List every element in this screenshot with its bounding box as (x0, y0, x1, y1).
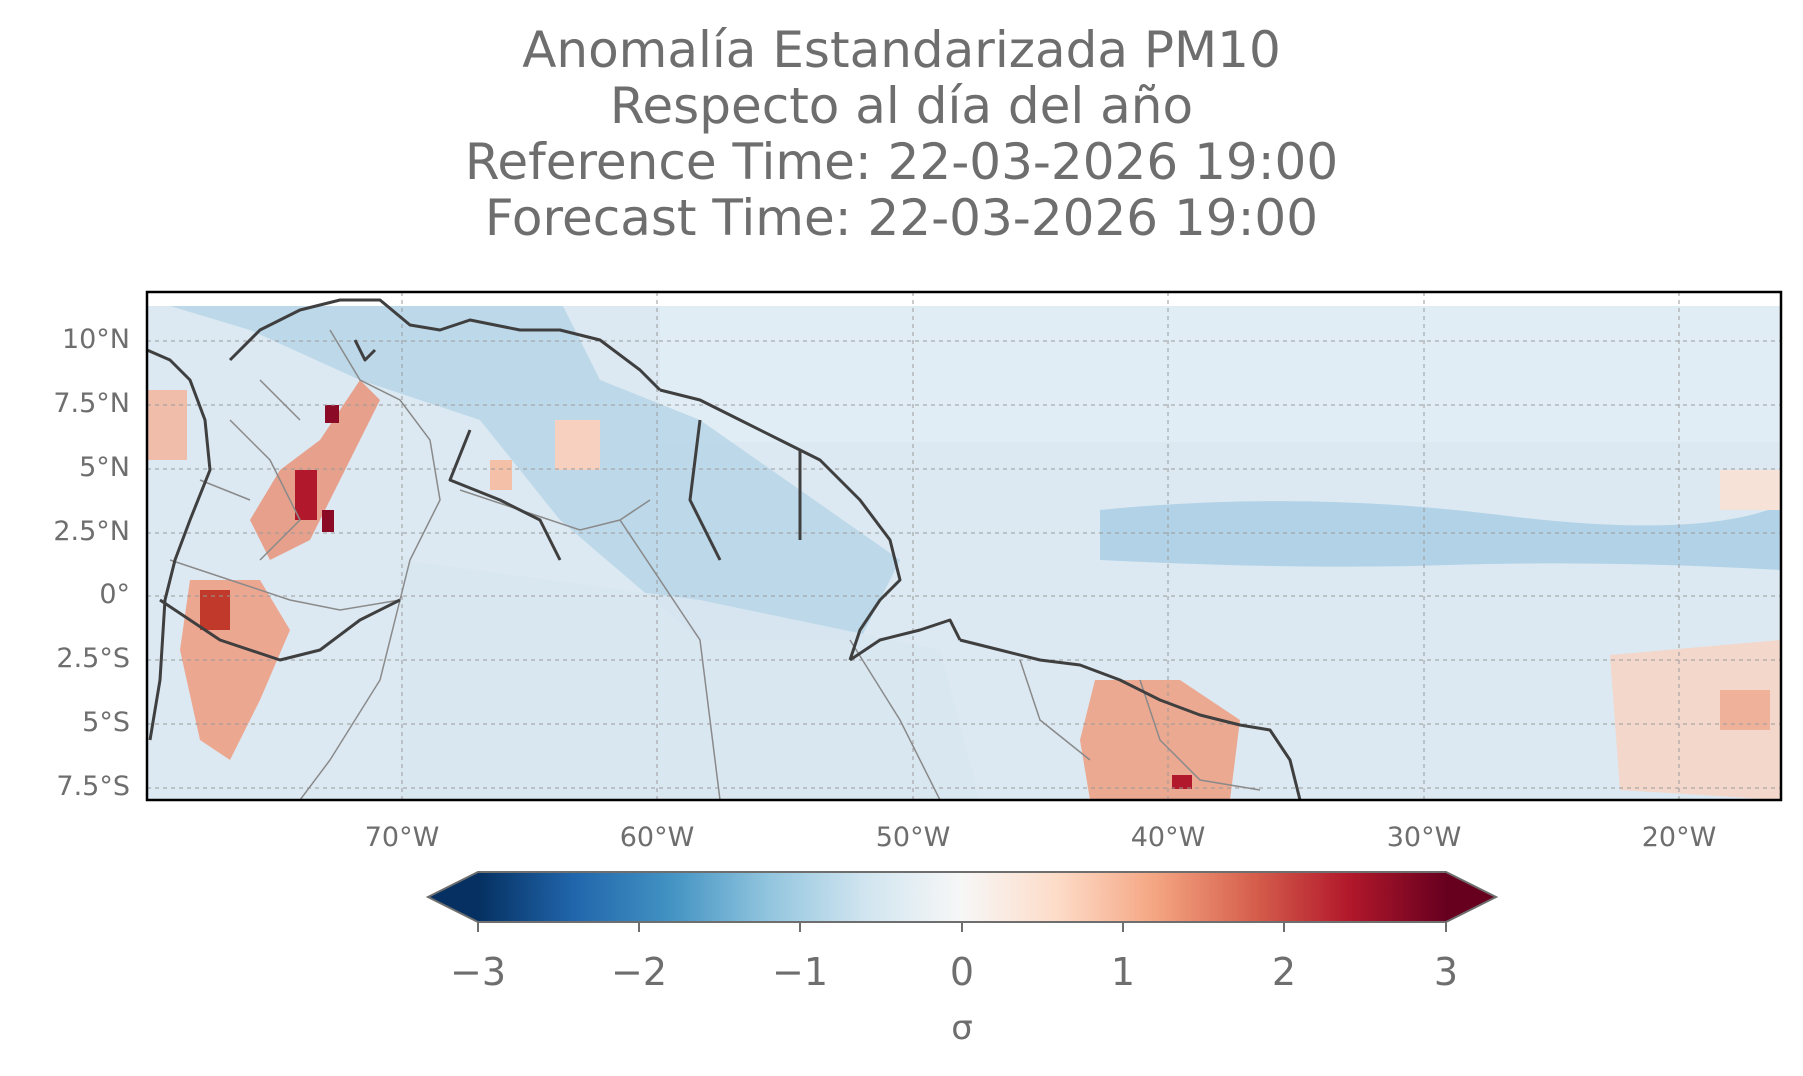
field-north-atlantic (660, 292, 1781, 442)
lon-tick-label: 50°W (875, 822, 951, 853)
border-colombia-departments (199, 379, 301, 561)
colorbar-tick-label: 2 (1271, 950, 1297, 994)
lon-tick-label: 60°W (619, 822, 695, 853)
colorbar-tick-label: 0 (949, 950, 975, 994)
country-borders (169, 329, 1261, 800)
lat-tick-label: 2.5°S (56, 643, 130, 674)
border-brazil-states-4 (1139, 679, 1261, 791)
gridlines (147, 292, 1781, 800)
field-east-atlantic-pink-2 (1720, 690, 1770, 730)
coast-guianas (659, 388, 902, 661)
colorbar-body (478, 872, 1446, 922)
colorbar-extend-high (1446, 872, 1496, 922)
coast-central-america (147, 348, 212, 741)
field-amazon (400, 560, 980, 800)
border-peru-ecuador-interior (159, 598, 401, 662)
lat-tick-label: 5°N (79, 452, 130, 483)
colorbar-tick-label: 1 (1110, 950, 1136, 994)
border-venezuela-brazil (459, 489, 651, 531)
title-line-2: Respecto al día del año (609, 77, 1194, 135)
colorbar-extend-low (428, 872, 478, 922)
field-no-data-strip (147, 292, 1781, 306)
coast-caribbean (228, 298, 662, 392)
border-brazil-states-2 (849, 639, 941, 800)
field-colombia-peak-2 (325, 405, 339, 423)
lat-tick-label: 10°N (61, 324, 130, 355)
colorbar (425, 871, 1499, 932)
border-brazil-states-1 (619, 519, 721, 800)
title-line-4: Forecast Time: 22-03-2026 19:00 (484, 189, 1319, 247)
coast-north-brazil (959, 638, 1302, 800)
border-guyana-suriname (688, 419, 722, 561)
border-lake-maracaibo (353, 339, 377, 362)
coast-amazon-mouth (849, 618, 962, 662)
border-colombia-ecuador-peru (169, 559, 401, 611)
field-east-atlantic-pink-3 (1720, 470, 1781, 510)
lon-tick-label: 40°W (1130, 822, 1206, 853)
field-venezuela-patch-1 (490, 460, 512, 490)
anomaly-field (147, 292, 1781, 800)
lat-tick-label: 2.5°N (53, 516, 130, 547)
field-colombia-peak-3 (322, 510, 334, 532)
colorbar-tick-label: 3 (1433, 950, 1459, 994)
colorbar-tick-label: −1 (771, 950, 829, 994)
lat-tick-label: 0° (99, 579, 130, 610)
lon-tick-label: 70°W (364, 822, 440, 853)
lat-tick-label: 7.5°S (56, 771, 130, 802)
field-itcz-band (1100, 501, 1781, 570)
border-colombia-venezuela (329, 329, 441, 601)
map-frame (145, 290, 1783, 802)
lat-tick-label: 7.5°N (53, 388, 130, 419)
field-caribbean-blue (150, 300, 900, 640)
border-brazil-states-3 (1019, 659, 1091, 761)
title-line-1: Anomalía Estandarizada PM10 (522, 21, 1281, 79)
coastlines (147, 298, 1302, 800)
colorbar-tick-label: −2 (610, 950, 668, 994)
lat-tick-label: 5°S (82, 707, 130, 738)
border-peru-brazil (299, 599, 401, 800)
field-pacific-pink (147, 390, 187, 460)
field-ecuador-peak (200, 590, 230, 630)
colorbar-label: σ (951, 1008, 973, 1048)
field-venezuela-patch-2 (555, 420, 600, 470)
border-venezuela-interior (448, 429, 562, 561)
field-colombia-peak-1 (295, 470, 317, 520)
colorbar-tick-label: −3 (449, 950, 507, 994)
field-ne-brazil-peak (1172, 775, 1192, 789)
title-line-3: Reference Time: 22-03-2026 19:00 (464, 133, 1339, 191)
lon-tick-label: 20°W (1641, 822, 1717, 853)
field-east-atlantic-pink-1 (1610, 640, 1781, 800)
lon-tick-label: 30°W (1386, 822, 1462, 853)
